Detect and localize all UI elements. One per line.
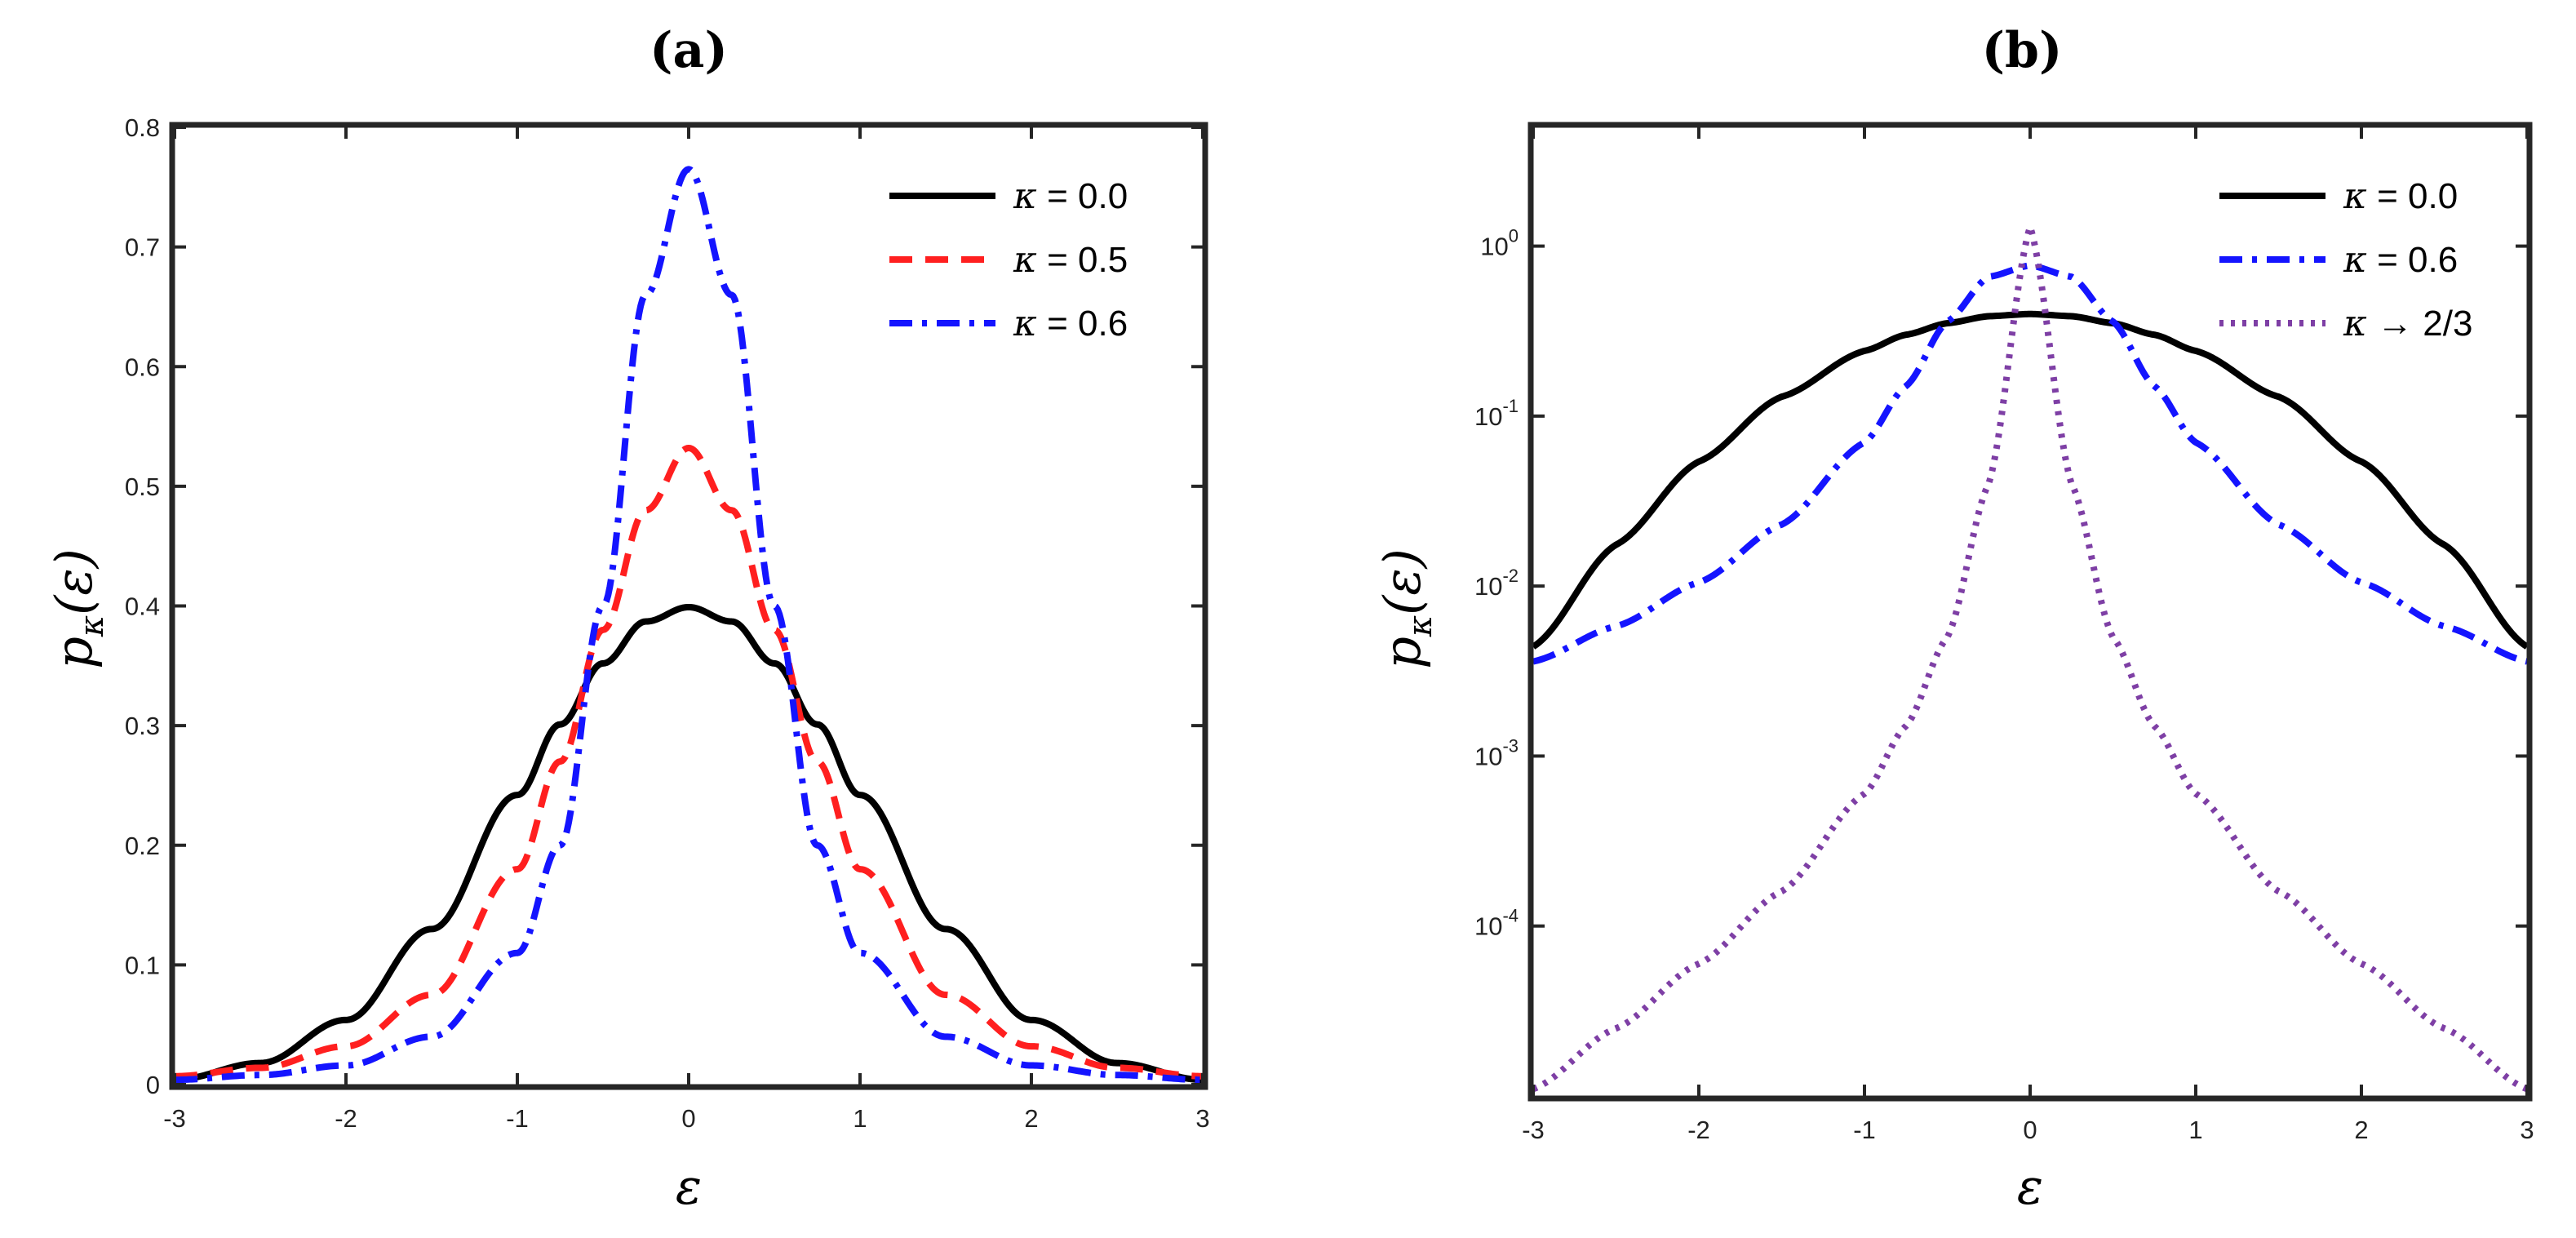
panel-a-y-axis-label: pκ(ε): [44, 548, 111, 669]
panel-a-curves: [173, 166, 1204, 1084]
panel-b-x-tick-label: 2: [2354, 1116, 2368, 1144]
panel-b-y-axis-label: pκ(ε): [1372, 548, 1439, 669]
panel-a-x-ticks: -3 -2 -1 0 1 2 3: [163, 127, 1210, 1133]
panel-a-y-tick-label: 0.1: [125, 951, 160, 979]
panel-a-x-tick-label: 0: [681, 1104, 695, 1133]
panel-b-series-line-0: [1531, 310, 2529, 650]
panel-a-y-ticks: 0 0.1 0.2 0.3 0.4 0.5 0.6 0.7 0.8: [125, 113, 1203, 1099]
panel-b-x-tick-label: 1: [2188, 1116, 2202, 1144]
panel-a-x-tick-label: 2: [1024, 1104, 1038, 1133]
panel-a-legend-label-2: κ = 0.6: [1013, 303, 1128, 344]
panel-b-legend: κ = 0.0 κ = 0.6 κ → 2/3: [2219, 175, 2472, 344]
panel-a-y-tick-label: 0: [146, 1071, 160, 1099]
panel-a-x-tick-label: 1: [853, 1104, 867, 1133]
panel-a-x-tick-label: 3: [1195, 1104, 1209, 1133]
panel-b-y-tick-label: 100: [1480, 226, 1519, 261]
panel-a-y-tick-label: 0.5: [125, 473, 160, 501]
panel-a-y-label-sub: κ: [73, 615, 111, 637]
panel-a-plot-frame: [169, 122, 1208, 1090]
panel-b-title: (b): [1982, 22, 2063, 79]
panel-a-series-line-0: [173, 603, 1204, 1084]
panel-b-y-tick-label: 10-1: [1474, 396, 1519, 431]
panel-a-y-tick-label: 0.2: [125, 832, 160, 860]
panel-a-x-tick-label: -2: [335, 1104, 357, 1133]
panel-b-curves: [1531, 223, 2529, 1093]
panel-a-series-line-2: [173, 166, 1204, 1084]
panel-a-title-text: (a): [650, 22, 728, 79]
panel-a-x-tick-label: -3: [163, 1104, 186, 1133]
panel-a-x-axis-label: ε: [676, 1159, 702, 1216]
panel-b-y-label-main: p: [1372, 637, 1432, 669]
panel-b-y-tick-label: 10-2: [1474, 566, 1519, 601]
panel-b-legend-label-0: κ = 0.0: [2343, 175, 2458, 217]
panel-a-legend-label-1: κ = 0.5: [1013, 239, 1128, 281]
panel-b-x-tick-label: -2: [1687, 1116, 1710, 1144]
panel-b-y-label-sub: κ: [1402, 615, 1439, 637]
panel-b-x-tick-label: 0: [2023, 1116, 2037, 1144]
panel-a-y-tick-label: 0.6: [125, 353, 160, 381]
panel-b-x-axis-label: ε: [2017, 1159, 2043, 1216]
panel-a-legend-label-0: κ = 0.0: [1013, 175, 1128, 217]
panel-b-y-ticks: 10-4 10-3 10-2 10-1 100: [1474, 226, 2527, 941]
panel-a: (a) -3 -2 -1 0 1 2 3 0 0.1 0.2 0.3 0.4 0.5 0.6 0.7 0.8…: [44, 22, 1210, 1216]
panel-b-x-ticks: -3 -2 -1 0 1 2 3: [1522, 127, 2534, 1144]
panel-a-y-label-arg: (ε): [44, 548, 104, 615]
panel-a-y-label-main: p: [44, 637, 104, 669]
panel-b-legend-label-1: κ = 0.6: [2343, 239, 2458, 281]
panel-a-y-tick-label: 0.3: [125, 712, 160, 740]
panel-b-y-label-arg: (ε): [1372, 548, 1432, 615]
panel-b: (b) -3 -2 -1 0 1 2 3 10-4 10-3 10-2 10-1 100 ε pκ(…: [1372, 22, 2534, 1216]
panel-a-title: (a): [650, 22, 728, 79]
panel-b-y-tick-label: 10-3: [1474, 735, 1519, 770]
panel-b-legend-label-2: κ → 2/3: [2343, 303, 2472, 344]
panel-a-y-tick-label: 0.7: [125, 233, 160, 262]
panel-b-x-tick-label: -1: [1853, 1116, 1876, 1144]
panel-a-legend: κ = 0.0 κ = 0.5 κ = 0.6: [889, 175, 1128, 344]
panel-a-y-tick-label: 0.4: [125, 592, 160, 621]
panel-a-y-tick-label: 0.8: [125, 113, 160, 142]
panel-b-plot-frame: [1527, 122, 2533, 1102]
panel-b-y-tick-label: 10-4: [1474, 906, 1519, 941]
panel-b-x-tick-label: 3: [2520, 1116, 2534, 1144]
panel-b-series-line-2: [1532, 223, 2529, 1093]
panel-b-x-tick-label: -3: [1522, 1116, 1545, 1144]
panel-b-title-text: (b): [1982, 22, 2063, 79]
panel-a-series-line-1: [173, 444, 1204, 1080]
panel-a-x-tick-label: -1: [506, 1104, 529, 1133]
